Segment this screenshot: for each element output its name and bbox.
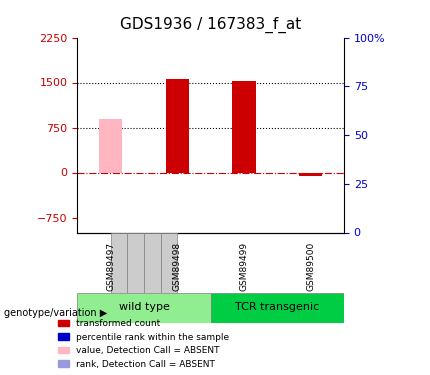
Legend: transformed count, percentile rank within the sample, value, Detection Call = AB: transformed count, percentile rank withi…	[56, 317, 231, 370]
FancyBboxPatch shape	[127, 232, 144, 292]
Text: genotype/variation ▶: genotype/variation ▶	[4, 308, 108, 318]
FancyBboxPatch shape	[211, 292, 344, 322]
Text: GSM89499: GSM89499	[240, 242, 249, 291]
Bar	[166, 79, 189, 172]
Text: wild type: wild type	[119, 303, 169, 312]
Bar	[232, 81, 256, 172]
Bar	[99, 118, 123, 172]
Text: GSM89498: GSM89498	[173, 242, 182, 291]
FancyBboxPatch shape	[161, 232, 177, 292]
FancyBboxPatch shape	[111, 232, 127, 292]
Text: GSM89497: GSM89497	[106, 242, 115, 291]
FancyBboxPatch shape	[77, 292, 211, 322]
Text: GSM89500: GSM89500	[306, 242, 315, 291]
Text: TCR transgenic: TCR transgenic	[235, 303, 319, 312]
Title: GDS1936 / 167383_f_at: GDS1936 / 167383_f_at	[120, 17, 301, 33]
FancyBboxPatch shape	[144, 232, 161, 292]
Bar	[299, 172, 322, 176]
